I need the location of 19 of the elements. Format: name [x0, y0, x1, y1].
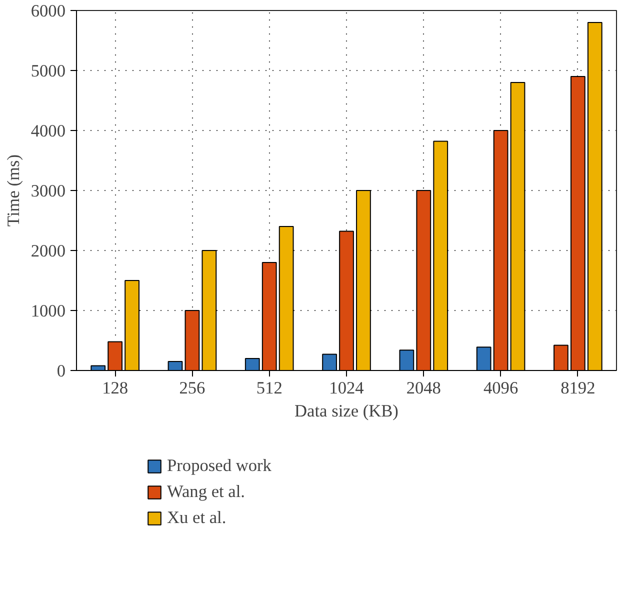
legend-label: Wang et al.: [167, 482, 245, 502]
y-tick-label: 0: [56, 362, 66, 380]
x-tick-label: 4096: [483, 378, 518, 398]
y-tick-label: 5000: [30, 62, 66, 80]
x-tick-label: 128: [102, 378, 128, 398]
x-tick-label: 8192: [560, 378, 596, 398]
y-tick-label: 4000: [30, 122, 66, 140]
legend-label: Proposed work: [167, 456, 272, 476]
y-tick-label: 6000: [30, 2, 66, 20]
legend-label: Xu et al.: [167, 508, 226, 528]
x-tick-label: 512: [256, 378, 282, 398]
x-axis-title: Data size (KB): [294, 402, 399, 420]
y-tick-label: 2000: [30, 242, 66, 260]
y-tick-label: 3000: [30, 182, 66, 200]
x-tick-label: 1024: [329, 378, 364, 398]
y-axis-title: Time (ms): [4, 154, 23, 227]
x-tick-label: 2048: [406, 378, 441, 398]
y-tick-label: 1000: [30, 302, 66, 320]
x-tick-label: 256: [179, 378, 206, 398]
